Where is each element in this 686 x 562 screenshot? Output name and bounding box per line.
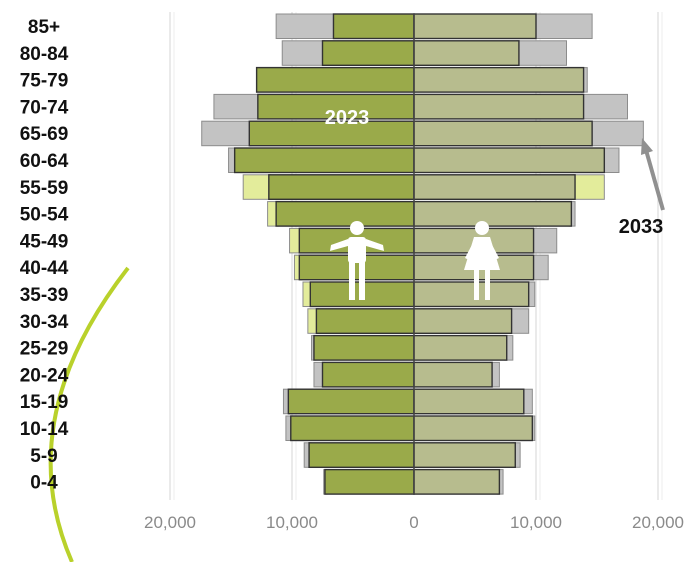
bar-left-2023	[268, 174, 415, 201]
age-label: 5-9	[30, 446, 57, 467]
age-label: 10-14	[20, 419, 69, 440]
bar-right-2023	[413, 388, 525, 415]
bar-left-2033	[281, 40, 325, 66]
bar-right-2023	[413, 200, 573, 227]
bar-right-2023	[413, 93, 585, 120]
bar-left-2023	[257, 93, 415, 120]
bar-right-2023	[413, 415, 534, 442]
bar-right-2023	[413, 13, 537, 40]
bar-right-2033	[581, 93, 629, 120]
age-label: 50-54	[20, 205, 69, 226]
age-label: 45-49	[20, 231, 69, 252]
age-label: 55-59	[20, 178, 69, 199]
bar-left-2023	[321, 40, 415, 66]
age-label: 85+	[28, 17, 60, 38]
age-label: 40-44	[20, 258, 69, 279]
bar-right-2033	[533, 13, 593, 39]
bar-right-2023	[413, 308, 513, 334]
bar-right-2033	[509, 308, 530, 334]
age-label: 70-74	[20, 97, 69, 118]
accent-arc	[48, 266, 130, 562]
bar-right-2023	[413, 442, 516, 468]
label-2033: 2033	[619, 216, 664, 238]
bar-right-2023	[413, 174, 576, 201]
bar-left-2023	[313, 334, 415, 361]
bar-left-2023	[287, 388, 415, 415]
bar-right-2023	[413, 40, 520, 66]
bar-right-2023	[413, 281, 530, 308]
bar-right-2033	[516, 40, 567, 66]
age-label: 80-84	[20, 44, 69, 65]
bar-left-2023	[233, 147, 415, 174]
male-icon	[330, 221, 384, 300]
age-label: 75-79	[20, 71, 69, 92]
bar-left-2023	[290, 415, 415, 442]
bar-right-2033	[589, 120, 644, 147]
arrow-2033-head	[641, 138, 653, 155]
bar-left-2023	[321, 361, 415, 388]
bar-left-2023	[248, 120, 415, 147]
label-2023: 2023	[325, 107, 370, 129]
bar-left-2023	[275, 200, 415, 227]
x-tick-label: 10,000	[266, 513, 318, 532]
bar-left-2023	[324, 468, 415, 495]
bar-right-2023	[413, 66, 585, 93]
bar-left-2033	[201, 120, 252, 147]
age-label: 25-29	[20, 339, 69, 360]
x-tick-label: 10,000	[510, 513, 562, 532]
bar-right-2023	[413, 361, 493, 388]
age-label: 65-69	[20, 124, 69, 145]
age-label: 35-39	[20, 285, 69, 306]
female-icon	[464, 221, 500, 300]
bar-right-2033	[572, 174, 605, 200]
x-tick-label: 20,000	[632, 513, 684, 532]
age-label: 20-24	[20, 365, 69, 386]
bar-left-2033	[275, 13, 336, 39]
bar-left-2023	[315, 308, 415, 334]
age-label: 60-64	[20, 151, 69, 172]
x-tick-label: 20,000	[144, 513, 196, 532]
bar-right-2023	[413, 120, 593, 147]
bar-left-2023	[255, 66, 415, 93]
bar-right-2023	[413, 147, 606, 174]
bar-left-2033	[242, 174, 272, 200]
x-tick-label: 0	[409, 513, 418, 532]
arrow-2033-line	[644, 149, 665, 211]
age-label: 30-34	[20, 312, 69, 333]
bar-left-2023	[332, 13, 415, 40]
bar-right-2023	[413, 334, 508, 361]
bar-right-2033	[531, 227, 558, 254]
bar-left-2033	[213, 93, 261, 120]
bar-right-2023	[413, 468, 501, 495]
age-label: 15-19	[20, 392, 69, 413]
bar-left-2023	[308, 442, 415, 468]
age-label: 0-4	[30, 473, 58, 494]
